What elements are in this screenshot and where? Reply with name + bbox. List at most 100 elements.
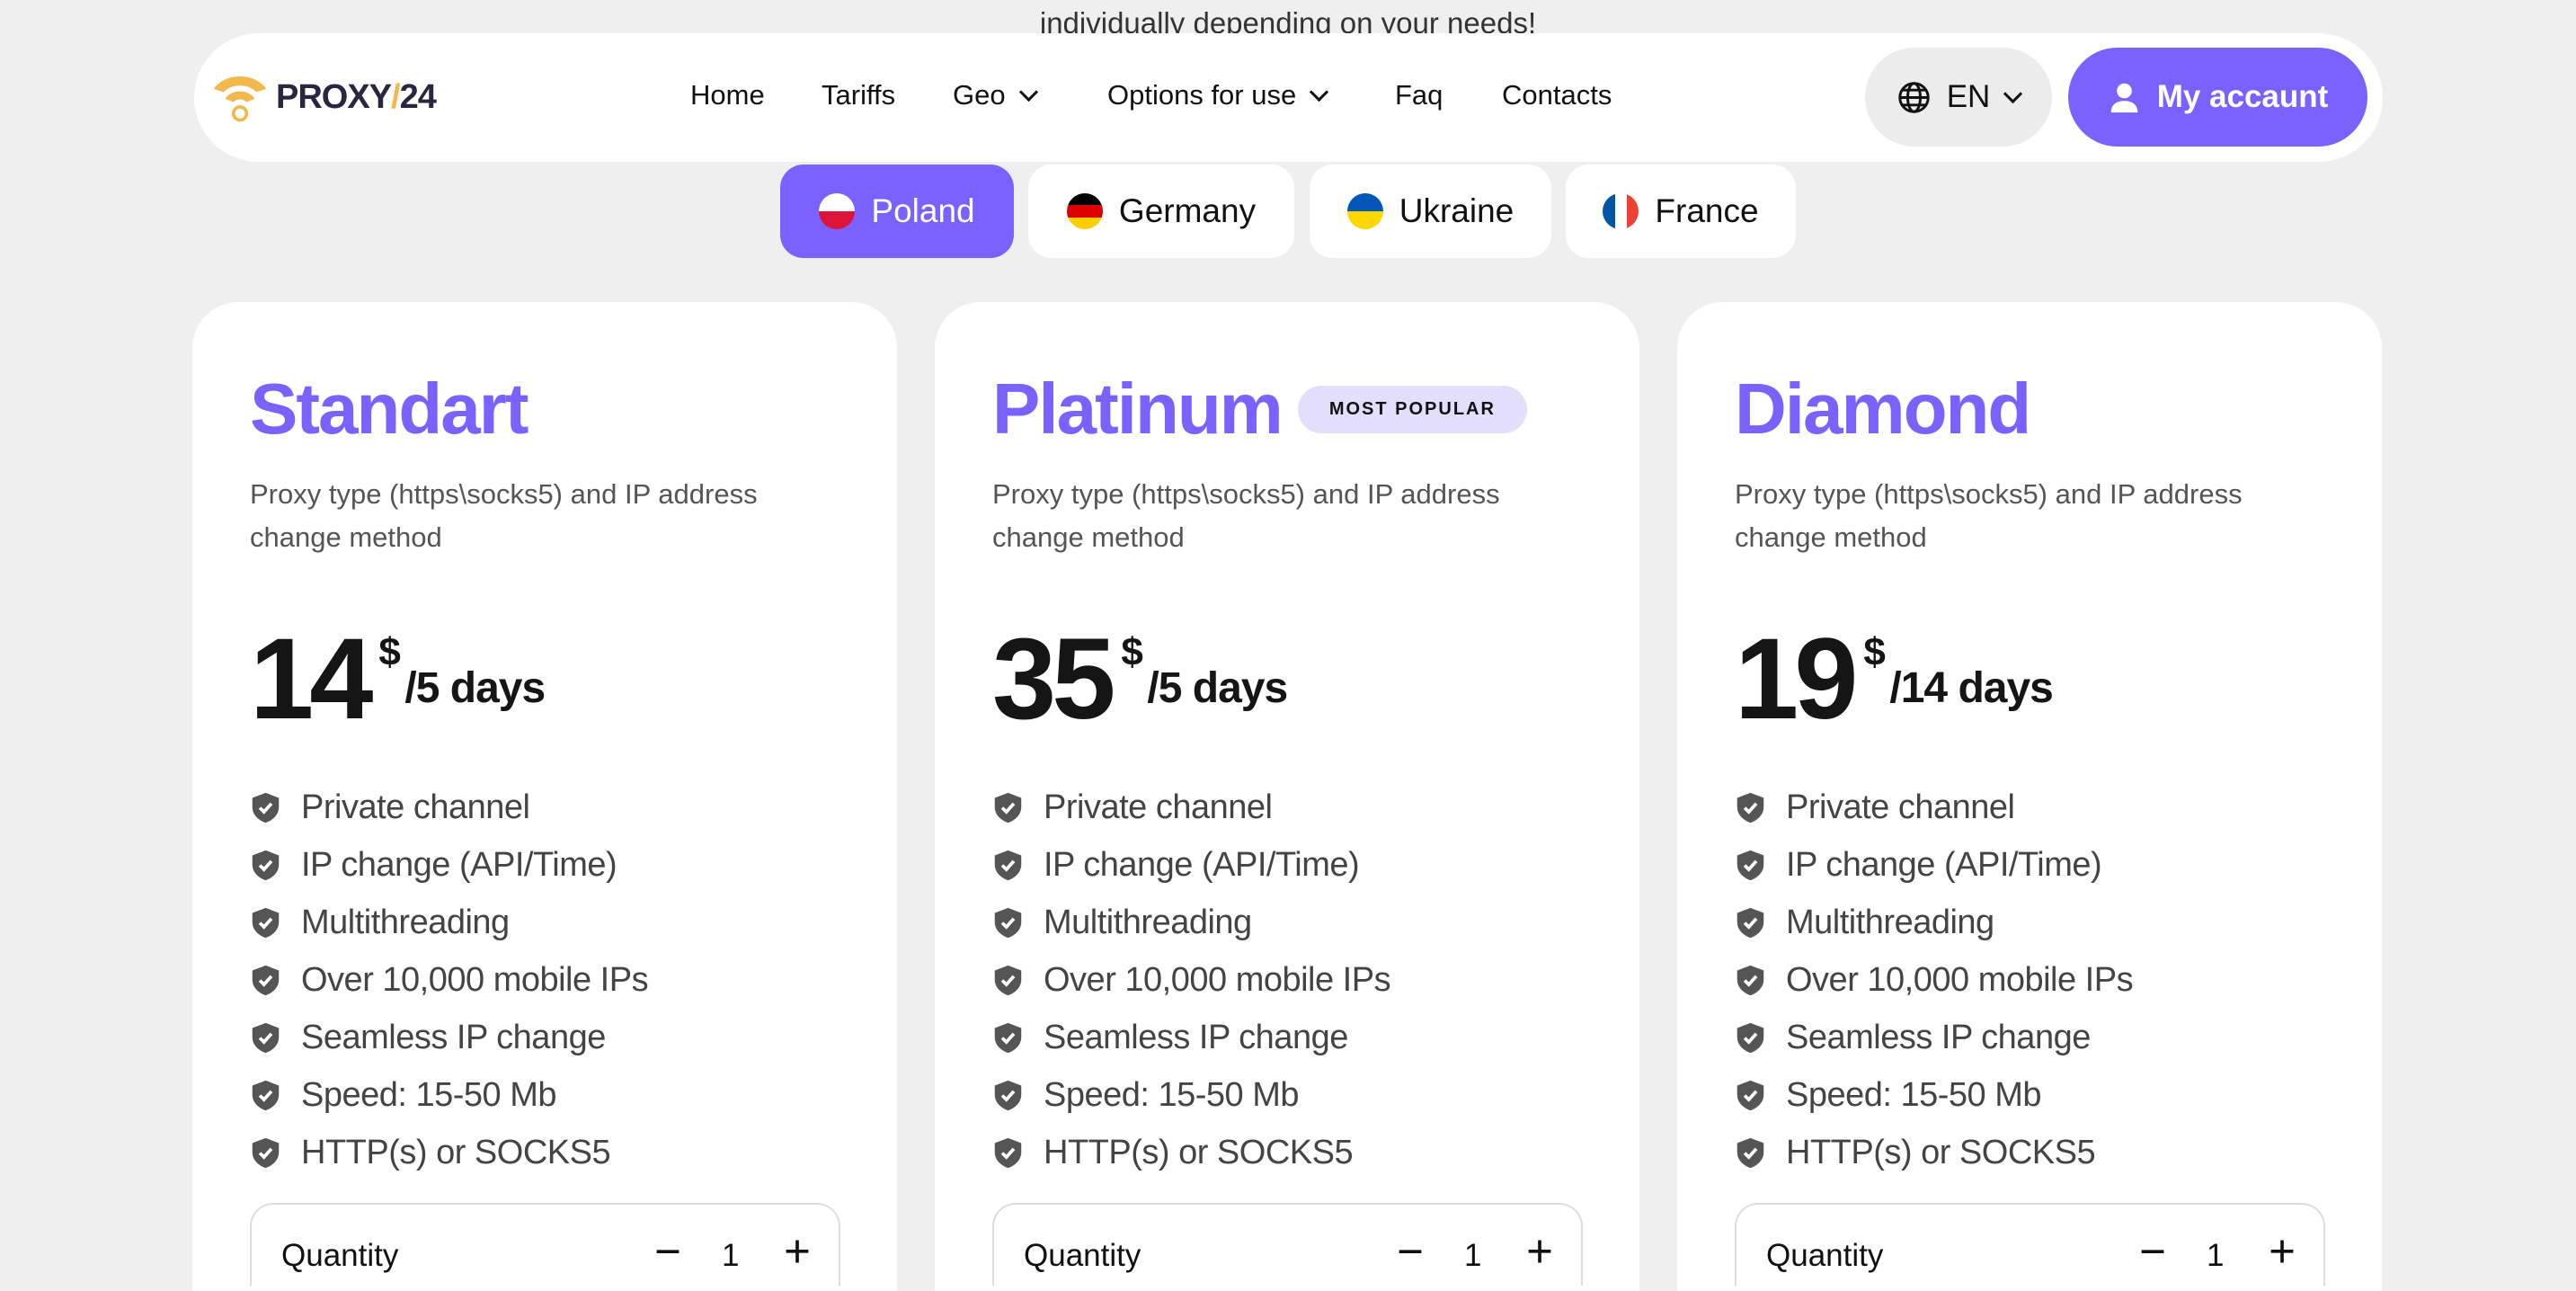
feature-item: Multithreading — [250, 894, 648, 951]
feature-text: Private channel — [1786, 788, 2015, 826]
chevron-down-icon — [1018, 82, 1038, 102]
shield-check-icon — [994, 1080, 1022, 1110]
tab-france[interactable]: France — [1566, 165, 1796, 258]
feature-list: Private channel IP change (API/Time) Multi… — [1735, 779, 2134, 1181]
feature-item: Private channel — [250, 779, 648, 836]
tab-poland[interactable]: Poland — [780, 165, 1014, 258]
shield-check-icon — [994, 965, 1022, 995]
shield-check-icon — [252, 907, 280, 938]
account-label: My accaunt — [2156, 79, 2329, 114]
germany-flag-icon — [1066, 193, 1103, 229]
nav-label: Home — [690, 79, 765, 111]
quantity-stepper: Quantity − 1 + — [250, 1203, 840, 1286]
language-selector[interactable]: EN — [1865, 48, 2052, 147]
navbar: PROXY/24 Home Tariffs Geo Options for us… — [194, 33, 2383, 162]
plan-name: Standart — [250, 369, 529, 449]
feature-item: Speed: 15-50 Mb — [992, 1066, 1390, 1124]
shield-check-icon — [1737, 965, 1764, 995]
quantity-value[interactable]: 1 — [2207, 1238, 2225, 1273]
shield-check-icon — [1737, 792, 1764, 823]
nav-home[interactable]: Home — [690, 79, 765, 111]
increment-button[interactable]: + — [1526, 1225, 1553, 1277]
language-label: EN — [1946, 79, 1991, 114]
feature-item: Multithreading — [992, 894, 1390, 951]
feature-item: Over 10,000 mobile IPs — [992, 951, 1391, 1009]
nav-label: Options for use — [1107, 79, 1297, 111]
feature-item: Seamless IP change — [1735, 1009, 2133, 1066]
most-popular-badge: MOST POPULAR — [1297, 385, 1527, 433]
tab-label: Poland — [871, 192, 975, 229]
price-period: /14 days — [1889, 664, 2053, 712]
feature-item: Speed: 15-50 Mb — [250, 1066, 648, 1124]
feature-text: Seamless IP change — [301, 1018, 606, 1056]
tab-label: Germany — [1118, 192, 1257, 229]
tab-germany[interactable]: Germany — [1028, 165, 1294, 258]
price-value: 19 — [1735, 615, 1858, 743]
globe-icon — [1897, 81, 1930, 113]
price-currency: $ — [378, 630, 401, 674]
logo[interactable]: PROXY/24 — [210, 69, 437, 125]
feature-item: Private channel — [992, 779, 1390, 836]
nav-tariffs[interactable]: Tariffs — [822, 79, 895, 111]
shield-check-icon — [1737, 1022, 1764, 1053]
feature-item: Seamless IP change — [992, 1009, 1390, 1066]
my-account-button[interactable]: My accaunt — [2068, 48, 2367, 147]
price-currency: $ — [1863, 630, 1886, 674]
feature-item: Seamless IP change — [250, 1009, 648, 1066]
decrement-button[interactable]: − — [654, 1225, 681, 1277]
price-value: 35 — [992, 615, 1115, 743]
nav-geo[interactable]: Geo — [953, 79, 1038, 111]
shield-check-icon — [1737, 1137, 1764, 1168]
plan-name: Platinum — [992, 369, 1284, 449]
feature-text: Speed: 15-50 Mb — [1044, 1075, 1300, 1114]
nav-contacts[interactable]: Contacts — [1502, 79, 1612, 111]
price-value: 14 — [250, 615, 373, 743]
user-icon — [2110, 83, 2137, 112]
nav-faq[interactable]: Faq — [1395, 79, 1443, 111]
nav-label: Geo — [953, 79, 1006, 111]
feature-item: HTTP(s) or SOCKS5 — [1735, 1124, 2133, 1181]
feature-text: IP change (API/Time) — [1786, 845, 2102, 884]
feature-item: HTTP(s) or SOCKS5 — [250, 1124, 648, 1181]
chevron-down-icon — [1310, 82, 1329, 102]
feature-text: IP change (API/Time) — [301, 845, 617, 884]
shield-check-icon — [252, 850, 280, 880]
feature-text: Over 10,000 mobile IPs — [301, 960, 649, 999]
increment-button[interactable]: + — [2269, 1225, 2296, 1277]
shield-check-icon — [994, 1022, 1022, 1053]
chevron-down-icon — [2003, 84, 2023, 104]
feature-item: Over 10,000 mobile IPs — [250, 951, 649, 1009]
decrement-button[interactable]: − — [2139, 1225, 2166, 1277]
logo-text: PROXY — [276, 77, 392, 116]
quantity-value[interactable]: 1 — [1464, 1238, 1482, 1273]
feature-list: Private channel IP change (API/Time) Multi… — [992, 779, 1391, 1181]
feature-item: IP change (API/Time) — [250, 836, 648, 894]
feature-text: Speed: 15-50 Mb — [1786, 1075, 2042, 1114]
logo-number: 24 — [399, 77, 437, 116]
decrement-button[interactable]: − — [1397, 1225, 1424, 1277]
plan-name: Diamond — [1735, 369, 2031, 449]
feature-item: Over 10,000 mobile IPs — [1735, 951, 2134, 1009]
feature-text: Multithreading — [1786, 903, 1994, 941]
shield-check-icon — [252, 1137, 280, 1168]
feature-list: Private channel IP change (API/Time) Multi… — [250, 779, 649, 1181]
shield-check-icon — [1737, 1080, 1764, 1110]
tab-ukraine[interactable]: Ukraine — [1310, 165, 1551, 258]
feature-text: Multithreading — [301, 903, 510, 941]
increment-button[interactable]: + — [784, 1225, 811, 1277]
feature-item: HTTP(s) or SOCKS5 — [992, 1124, 1390, 1181]
price-currency: $ — [1121, 630, 1143, 674]
shield-check-icon — [994, 850, 1022, 880]
nav-label: Faq — [1395, 79, 1443, 111]
quantity-label: Quantity — [281, 1238, 399, 1273]
price-period: /5 days — [1147, 664, 1288, 712]
feature-item: Private channel — [1735, 779, 2133, 836]
nav-options[interactable]: Options for use — [1107, 79, 1329, 111]
feature-text: HTTP(s) or SOCKS5 — [1786, 1133, 2096, 1171]
feature-text: HTTP(s) or SOCKS5 — [1044, 1133, 1354, 1171]
price-period: /5 days — [404, 664, 546, 712]
quantity-label: Quantity — [1766, 1238, 1884, 1273]
quantity-value[interactable]: 1 — [722, 1238, 740, 1273]
feature-text: IP change (API/Time) — [1044, 845, 1360, 884]
feature-item: IP change (API/Time) — [1735, 836, 2133, 894]
